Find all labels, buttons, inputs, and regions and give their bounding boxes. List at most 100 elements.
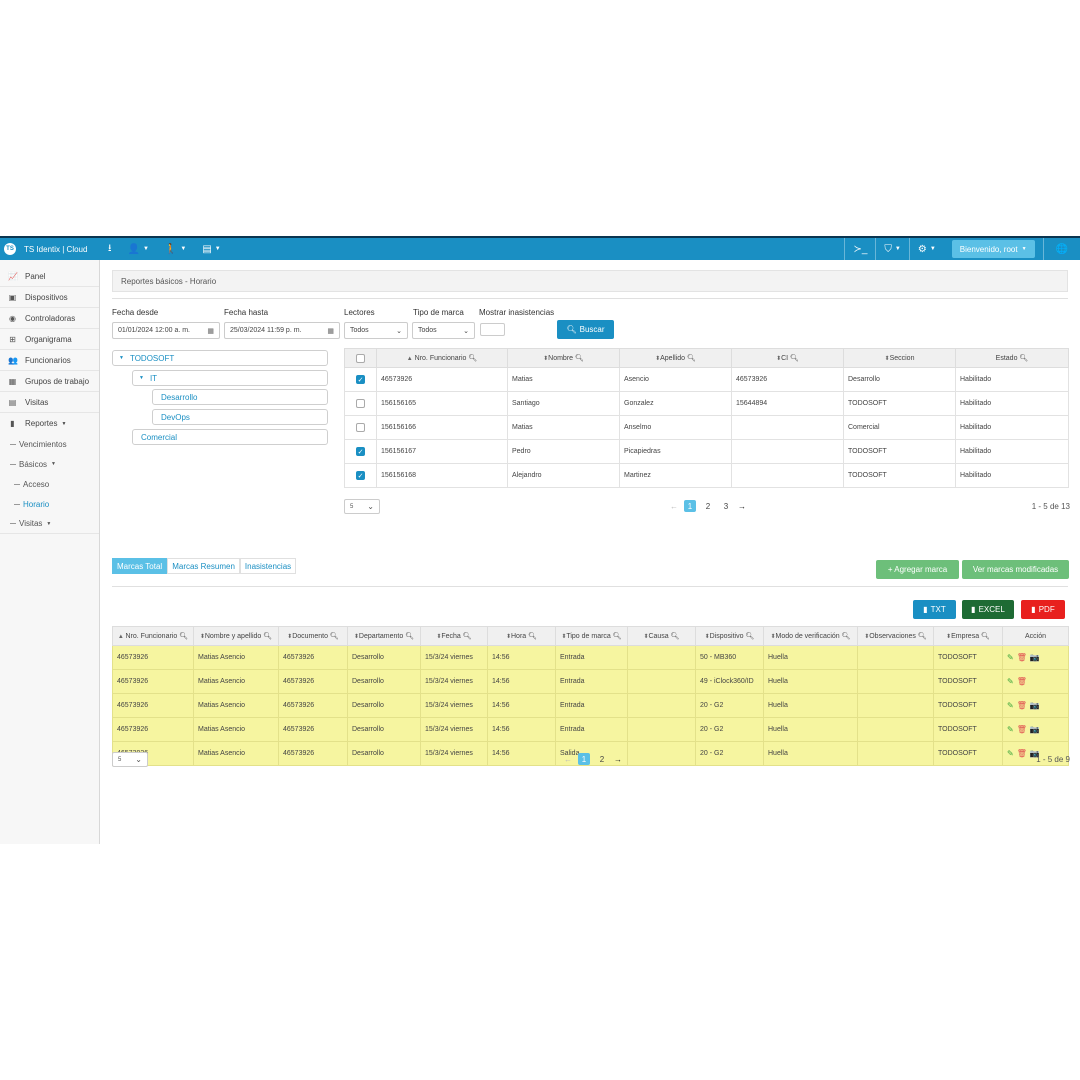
page-button[interactable]: 2: [705, 501, 711, 511]
search-icon[interactable]: 🔍︎: [261, 633, 273, 640]
col-apellido[interactable]: ⬍Apellido 🔍︎: [619, 348, 732, 368]
table-row[interactable]: 156156166 Matias Anselmo Comercial Habilitad…: [344, 415, 1069, 440]
inasistencias-toggle[interactable]: [480, 323, 505, 336]
brand[interactable]: TS TS Identix | Cloud: [0, 238, 100, 260]
search-icon[interactable]: 🔍︎: [460, 633, 472, 640]
ver-marcas-modificadas-button[interactable]: Ver marcas modificadas: [962, 560, 1069, 579]
sidebar-item-organigrama[interactable]: ⊞ Organigrama: [0, 329, 99, 350]
col-5[interactable]: ⬍Hora 🔍︎: [487, 626, 556, 646]
col-seccion[interactable]: ⬍Seccion: [843, 348, 956, 368]
search-icon[interactable]: 🔍︎: [610, 633, 622, 640]
tipo-marca-select[interactable]: Todos ⌄: [412, 322, 475, 339]
prev-page-icon[interactable]: ←: [670, 501, 678, 511]
col-6[interactable]: ⬍Tipo de marca 🔍︎: [555, 626, 628, 646]
search-icon[interactable]: 🔍︎: [915, 633, 927, 640]
marks-page-size[interactable]: 5 ⌄: [112, 752, 148, 767]
checked-checkbox[interactable]: ✓: [356, 375, 365, 384]
table-row[interactable]: 156156165 Santiago Gonzalez 15644894 TODOSOF…: [344, 391, 1069, 416]
checked-checkbox[interactable]: ✓: [356, 447, 365, 456]
tab-marcas-total[interactable]: Marcas Total: [112, 558, 168, 574]
users-menu[interactable]: 👤 ▼: [120, 238, 157, 260]
trash-icon[interactable]: 🗑: [1016, 725, 1027, 734]
camera-icon[interactable]: 📷: [1029, 725, 1040, 734]
language-button[interactable]: 🌐: [1044, 238, 1080, 260]
search-icon[interactable]: 🔍︎: [668, 633, 680, 640]
search-icon[interactable]: 🔍︎: [468, 355, 478, 362]
tree-node-devops[interactable]: DevOps: [152, 409, 328, 425]
col-11[interactable]: ⬍Empresa 🔍︎: [933, 626, 1003, 646]
trash-icon[interactable]: 🗑: [1016, 701, 1027, 710]
next-page-icon[interactable]: →: [614, 754, 622, 764]
col-1[interactable]: ⬍Nombre y apellido 🔍︎: [193, 626, 279, 646]
edit-icon[interactable]: ✎: [1007, 725, 1014, 734]
camera-icon[interactable]: 📷: [1029, 701, 1040, 710]
reports-menu[interactable]: ▤ ▼: [194, 238, 228, 260]
page-button[interactable]: 3: [723, 501, 729, 511]
tree-node-desarrollo[interactable]: Desarrollo: [152, 389, 328, 405]
sidebar-sub-acceso[interactable]: Acceso: [0, 474, 99, 494]
excel-export-button[interactable]: ▮ EXCEL: [962, 600, 1014, 619]
sidebar-item-dispositivos[interactable]: ▣ Dispositivos: [0, 287, 99, 308]
row-select-cell[interactable]: ✓: [344, 463, 377, 488]
access-menu[interactable]: 🚶 ▼: [157, 238, 194, 260]
trash-icon[interactable]: 🗑: [1016, 749, 1027, 758]
select-all-checkbox[interactable]: [356, 353, 365, 363]
col-3[interactable]: ⬍Departamento 🔍︎: [347, 626, 421, 646]
sidebar-item-funcionarios[interactable]: 👥 Funcionarios: [0, 350, 99, 371]
employees-page-size[interactable]: 5 ⌄: [344, 499, 380, 514]
sidebar-sub-visitas[interactable]: Visitas ▼: [0, 514, 99, 534]
camera-icon[interactable]: 📷: [1029, 653, 1040, 662]
sidebar-item-controladoras[interactable]: ◉ Controladoras: [0, 308, 99, 329]
table-row[interactable]: ✓ 156156168 Alejandro Martinez TODOSOFT Habil…: [344, 463, 1069, 488]
prev-page-icon[interactable]: ←: [564, 754, 572, 764]
tab-inasistencias[interactable]: Inasistencias: [239, 558, 297, 574]
next-page-icon[interactable]: →: [738, 501, 746, 511]
buscar-button[interactable]: 🔍︎ Buscar: [557, 320, 614, 339]
page-button[interactable]: 1: [684, 500, 696, 512]
download-menu[interactable]: ⭳: [100, 238, 120, 260]
search-icon[interactable]: 🔍︎: [526, 633, 538, 640]
col-4[interactable]: ⬍Fecha 🔍︎: [420, 626, 488, 646]
sidebar-item-panel[interactable]: 📈 Panel: [0, 266, 99, 287]
sidebar-item-reportes[interactable]: ▮ Reportes ▼: [0, 413, 99, 434]
edit-icon[interactable]: ✎: [1007, 653, 1014, 662]
fecha-hasta-input[interactable]: 25/03/2024 11:59 p. m. ▦: [224, 322, 340, 339]
page-button[interactable]: 1: [578, 753, 590, 765]
col-ci[interactable]: ⬍CI 🔍︎: [731, 348, 844, 368]
sidebar-sub-vencimientos[interactable]: Vencimientos: [0, 434, 99, 454]
row-select-cell[interactable]: ✓: [344, 439, 377, 464]
sidebar-sub-basicos[interactable]: Básicos ▼: [0, 454, 99, 474]
col-12[interactable]: Acción: [1002, 626, 1069, 646]
txt-export-button[interactable]: ▮ TXT: [913, 600, 956, 619]
fecha-desde-input[interactable]: 01/01/2024 12:00 a. m. ▦: [112, 322, 220, 339]
camera-icon[interactable]: 📷: [1029, 749, 1040, 758]
search-icon[interactable]: 🔍︎: [575, 355, 584, 362]
col-9[interactable]: ⬍Modo de verificación 🔍︎: [763, 626, 858, 646]
settings-menu[interactable]: ⚙ ▼: [910, 238, 944, 260]
terminal-button[interactable]: ≻_: [845, 238, 875, 260]
table-row[interactable]: ✓ 156156167 Pedro Picapiedras TODOSOFT Habili…: [344, 439, 1069, 464]
tree-node-it[interactable]: ▼ IT: [132, 370, 328, 386]
search-icon[interactable]: 🔍︎: [743, 633, 755, 640]
col-nombre[interactable]: ⬍Nombre 🔍︎: [507, 348, 620, 368]
sidebar-item-grupos[interactable]: ▦ Grupos de trabajo: [0, 371, 99, 392]
search-icon[interactable]: 🔍︎: [979, 633, 990, 640]
page-button[interactable]: 2: [599, 754, 605, 764]
col-nro[interactable]: ▲ Nro. Funcionario 🔍︎: [376, 348, 508, 368]
row-select-cell[interactable]: [344, 415, 377, 440]
sidebar-sub-horario[interactable]: Horario: [0, 494, 99, 514]
trash-icon[interactable]: 🗑: [1016, 677, 1027, 686]
edit-icon[interactable]: ✎: [1007, 677, 1014, 686]
row-select-cell[interactable]: [344, 391, 377, 416]
row-checkbox[interactable]: [356, 399, 365, 408]
table-row[interactable]: ✓ 46573926 Matias Asencio 46573926 Desarrollo…: [344, 367, 1069, 392]
user-menu-button[interactable]: Bienvenido, root ▼: [951, 240, 1035, 258]
search-icon[interactable]: 🔍︎: [687, 355, 696, 362]
col-estado[interactable]: Estado 🔍︎: [955, 348, 1069, 368]
col-0[interactable]: ▲ Nro. Funcionario 🔍︎: [112, 626, 194, 646]
agregar-marca-button[interactable]: + Agregar marca: [876, 560, 959, 579]
col-2[interactable]: ⬍Documento 🔍︎: [278, 626, 348, 646]
tab-marcas-resumen[interactable]: Marcas Resumen: [167, 558, 240, 574]
lectores-select[interactable]: Todos ⌄: [344, 322, 408, 339]
security-menu[interactable]: ⛉ ▼: [876, 238, 908, 260]
